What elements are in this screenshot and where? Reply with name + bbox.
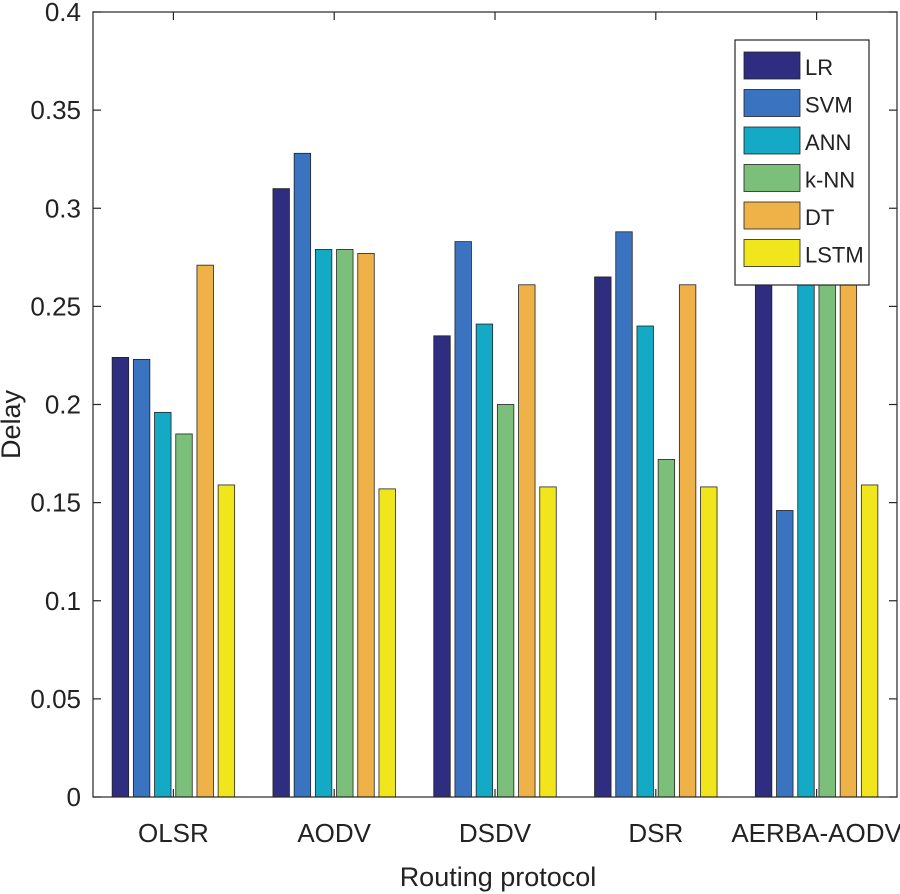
bar-ann-aodv xyxy=(314,249,333,798)
y-tick-label: 0.1 xyxy=(45,586,81,616)
legend-label: DT xyxy=(805,205,834,230)
x-axis-ticks: OLSR AODV DSDV DSR AERBA-AODV xyxy=(138,12,900,848)
bar-lr-aodv xyxy=(272,188,290,798)
bar-knn-olsr xyxy=(175,433,193,798)
x-tick-label: DSDV xyxy=(459,818,532,848)
x-tick-label: AERBA-AODV xyxy=(731,818,900,848)
legend-label: ANN xyxy=(805,130,851,155)
bar-ann-dsdv xyxy=(475,323,494,798)
bar-svm-aodv xyxy=(293,152,312,798)
y-tick-label: 0 xyxy=(67,782,81,812)
legend-swatch-dt xyxy=(743,201,801,230)
bar-ann-dsr xyxy=(636,325,654,798)
legend-swatch-knn xyxy=(743,164,801,192)
legend-label: LR xyxy=(805,55,833,80)
bar-svm-dsr xyxy=(615,231,633,798)
x-axis-label: Routing protocol xyxy=(400,862,597,892)
bar-lstm-aodv xyxy=(378,488,396,798)
y-tick-label: 0.4 xyxy=(45,0,81,27)
legend: LR SVM ANN k-NN DT LSTM xyxy=(734,39,870,286)
bar-knn-dsdv xyxy=(496,404,515,798)
legend-label: LSTM xyxy=(805,243,864,268)
bar-dt-olsr xyxy=(196,264,214,798)
legend-swatch-svm xyxy=(743,89,801,117)
bar-dt-aerba-aodv xyxy=(839,272,858,798)
y-tick-label: 0.05 xyxy=(30,684,81,714)
x-tick-label: OLSR xyxy=(138,818,209,848)
bar-dt-dsdv xyxy=(518,284,536,798)
bar-dt-aodv xyxy=(357,252,375,798)
bar-knn-dsr xyxy=(657,459,676,798)
x-tick-label: AODV xyxy=(297,818,371,848)
bar-ann-aerba-aodv xyxy=(797,284,815,798)
bar-lr-aerba-aodv xyxy=(754,272,773,798)
bar-lstm-dsdv xyxy=(539,486,557,798)
y-tick-label: 0.2 xyxy=(45,390,81,420)
bar-dt-dsr xyxy=(678,284,697,798)
y-tick-label: 0.15 xyxy=(30,488,81,518)
bar-svm-olsr xyxy=(132,358,151,798)
bar-svm-dsdv xyxy=(454,241,472,798)
bar-lstm-olsr xyxy=(217,484,236,798)
bar-lr-dsdv xyxy=(433,335,451,798)
bar-lr-olsr xyxy=(111,356,130,798)
bar-knn-aodv xyxy=(336,249,354,798)
y-tick-label: 0.25 xyxy=(30,291,81,321)
bar-svm-aerba-aodv xyxy=(776,510,794,798)
legend-swatch-lr xyxy=(743,51,801,80)
bars xyxy=(111,152,879,798)
legend-label: SVM xyxy=(805,93,853,118)
legend-swatch-ann xyxy=(743,126,801,155)
legend-swatch-lstm xyxy=(743,239,801,267)
y-axis-label: Delay xyxy=(0,389,26,459)
y-tick-label: 0.35 xyxy=(30,95,81,125)
bar-ann-olsr xyxy=(154,411,172,798)
bar-knn-aerba-aodv xyxy=(818,274,836,798)
bar-lstm-dsr xyxy=(700,486,718,798)
bar-lr-dsr xyxy=(594,276,612,798)
legend-label: k-NN xyxy=(805,168,855,193)
bar-lstm-aerba-aodv xyxy=(860,484,879,798)
y-axis-ticks: 0 0.05 0.1 0.15 0.2 0.25 0.3 0.35 0.4 xyxy=(30,0,897,812)
x-tick-label: DSR xyxy=(628,818,683,848)
y-tick-label: 0.3 xyxy=(45,193,81,223)
